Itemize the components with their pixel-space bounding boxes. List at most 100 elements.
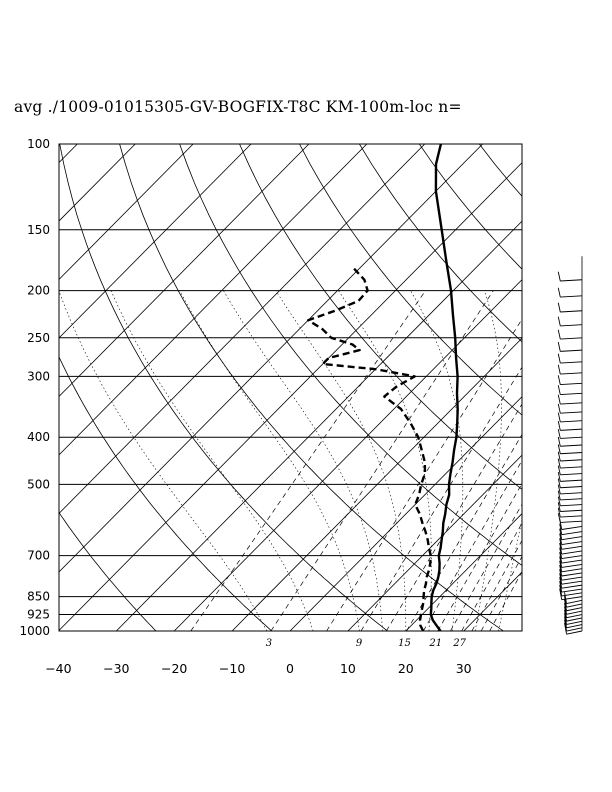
isotherm-line [59,144,194,281]
moist-adiabat [179,290,360,631]
wind-barb [560,498,583,501]
isobar-layer [59,143,522,632]
wind-barb-flag [564,606,567,618]
wind-barb [560,452,583,455]
wind-barb-flag [557,316,561,327]
pressure-tick-label: 925 [27,608,50,622]
wind-barb [561,580,583,585]
wind-barb-flag [557,436,561,447]
pressure-labels: 100 150 200 250 300 400 500 700 850 925 1000 [19,137,50,638]
wind-barb [560,436,583,439]
pressure-tick-label: 500 [27,477,50,491]
wind-barb-flag [557,484,561,495]
wind-barb [566,620,583,625]
isotherm-line [405,513,522,631]
pressure-tick-label: 250 [27,331,50,345]
mixing-ratio-line [489,570,522,631]
wind-barb [560,473,583,476]
isotherm-line [463,571,522,631]
wind-barb [561,536,583,541]
wind-barb [560,520,583,523]
wind-barb [561,541,583,545]
wind-barb-flag [559,569,563,581]
wind-barb [566,614,583,619]
wind-barb-flag [557,465,561,475]
wind-barb-flag [557,403,561,414]
wind-barb-flag [559,528,563,540]
wind-barb [561,550,583,555]
pressure-tick-label: 300 [27,369,50,383]
temperature-tick-label: 20 [398,661,414,676]
wind-barb-flag [557,421,561,431]
wind-barb-flag [564,602,567,615]
wind-barb [561,572,583,577]
temperature-tick-label: −40 [45,661,71,676]
wind-barb [560,310,583,313]
wind-barb-flag [559,577,563,589]
mixing-ratio-line [326,318,522,631]
wind-barb-flag [559,523,563,535]
wind-barb [560,382,583,385]
isotherm-line [59,144,483,573]
isotherm-line [59,162,522,631]
wind-barb [560,466,583,469]
moist-adiabat [410,290,464,631]
mixing-ratio-line [437,482,522,631]
wind-barb-flag [557,364,561,375]
wind-barb [561,592,583,597]
temperature-line [429,144,459,631]
wind-barb-flag [559,551,563,564]
wind-barb-flag [559,556,563,568]
mixing-ratio-label: 3 [266,638,272,649]
wind-barb [560,372,583,375]
temperature-tick-label: 30 [456,661,472,676]
mixing-ratio-line [423,459,522,631]
wind-barb [560,444,583,447]
wind-barb [566,610,583,615]
dry-adiabat [478,144,522,197]
wind-barb [561,531,583,536]
wind-barb [566,627,583,632]
mixing-ratio-line [386,403,522,631]
isotherm-line [59,144,310,398]
wind-barb-flag [559,538,563,550]
wind-barb-flag [559,542,563,555]
wind-barb [560,479,583,482]
wind-barb-flag [564,592,567,604]
wind-barb [561,526,583,530]
moist-adiabat [59,290,268,631]
wind-barb-flag [564,619,567,632]
mixing-ratio-line [360,366,522,631]
wind-barb-flag [557,271,561,282]
wind-barb-flag [557,375,561,385]
wind-barb-flag [564,609,567,622]
isotherm-line [116,220,522,631]
mixing-ratio-labels: 3 9 15 21 27 [266,638,467,649]
plot-frame [58,143,523,632]
mixing-ratio-line [480,555,522,631]
moist-adiabat [498,517,522,631]
dry-adiabat [239,144,522,490]
isotherm-line [0,144,19,631]
wind-barb [560,486,583,489]
wind-barb-flag [557,496,561,506]
moist-adiabat [223,290,383,631]
mixing-ratio-line [450,503,522,631]
wind-barb-flag [557,478,561,488]
wind-barb [560,279,583,282]
wind-barb [561,588,583,593]
wind-barb [561,596,583,601]
wind-barb-flag [557,451,561,462]
wind-barb-flag [557,302,561,313]
mixing-ratio-line [461,522,522,631]
dry-adiabat [539,144,612,631]
temperature-tick-label: −10 [219,661,245,676]
wind-barb [561,559,583,564]
wind-barb-flag [557,412,561,423]
wind-barb-flag [557,490,561,501]
wind-barb [560,295,583,298]
wind-barb-flag [564,599,567,611]
wind-barb-flag [557,385,561,395]
mixing-ratio-line [270,290,494,631]
